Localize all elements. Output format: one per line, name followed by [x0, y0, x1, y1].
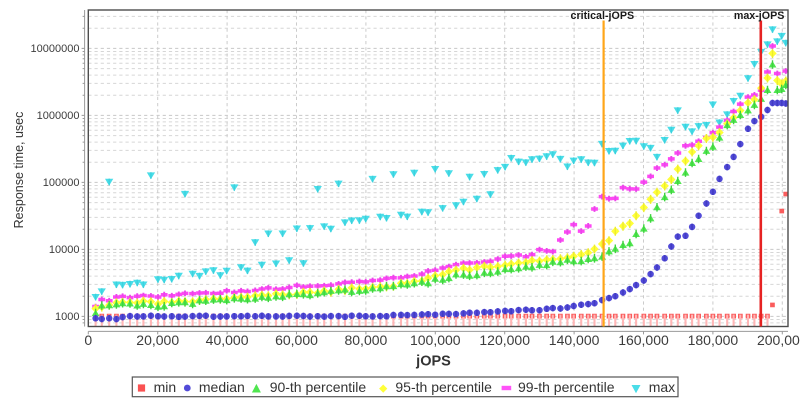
svg-text:80,000: 80,000 [344, 332, 387, 348]
svg-text:100,000: 100,000 [410, 332, 461, 348]
svg-text:95-th percentile: 95-th percentile [395, 379, 492, 395]
svg-text:40,000: 40,000 [206, 332, 249, 348]
svg-text:max-jOPS: max-jOPS [734, 10, 785, 22]
svg-text:jOPS: jOPS [415, 354, 451, 370]
svg-text:60,000: 60,000 [275, 332, 318, 348]
svg-text:200,000: 200,000 [757, 332, 800, 348]
svg-text:1000000: 1000000 [37, 110, 80, 122]
svg-text:min: min [154, 379, 177, 395]
svg-text:140,000: 140,000 [549, 332, 600, 348]
svg-text:max: max [649, 379, 675, 395]
svg-text:99-th percentile: 99-th percentile [518, 379, 615, 395]
svg-text:0: 0 [84, 332, 92, 348]
svg-text:160,000: 160,000 [618, 332, 669, 348]
svg-text:10000000: 10000000 [31, 43, 80, 55]
svg-text:120,000: 120,000 [479, 332, 530, 348]
svg-text:Response time, usec: Response time, usec [12, 112, 26, 229]
svg-text:180,000: 180,000 [688, 332, 739, 348]
svg-text:100000: 100000 [43, 177, 80, 189]
svg-text:90-th percentile: 90-th percentile [270, 379, 367, 395]
svg-text:20,000: 20,000 [136, 332, 179, 348]
svg-text:median: median [199, 379, 245, 395]
svg-text:1000: 1000 [55, 311, 79, 323]
svg-text:10000: 10000 [49, 244, 80, 256]
svg-text:critical-jOPS: critical-jOPS [571, 10, 635, 22]
